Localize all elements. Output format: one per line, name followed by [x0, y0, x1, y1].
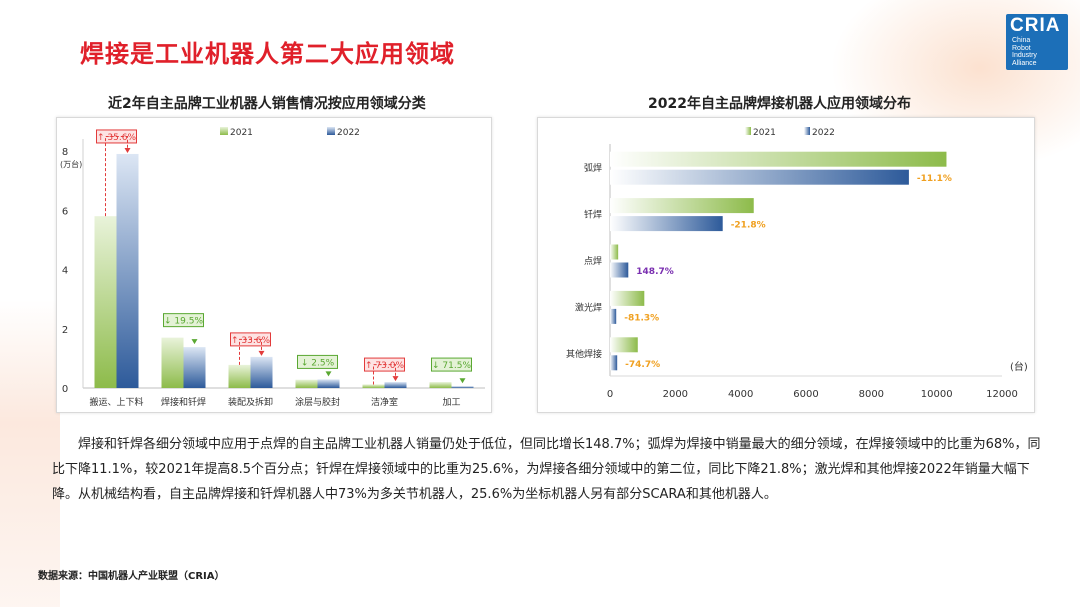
change-arrowhead — [325, 371, 332, 377]
right-chart-title: 2022年自主品牌焊接机器人应用领域分布 — [648, 96, 911, 112]
change-arrowhead — [124, 147, 131, 153]
category-label: 洁净室 — [371, 396, 398, 408]
bar-2022 — [384, 382, 407, 388]
change-label: ↓ 19.5% — [164, 317, 203, 327]
change-arrow — [373, 364, 396, 385]
x-tick-label: 10000 — [921, 389, 953, 400]
legend-swatch — [220, 127, 228, 135]
category-label: 其他焊接 — [566, 348, 602, 360]
y-tick-label: 2 — [62, 325, 68, 336]
bar-2022 — [116, 153, 139, 388]
bar-2021 — [94, 216, 117, 388]
legend-swatch — [327, 127, 335, 135]
change-label: ↓ 71.5% — [432, 361, 471, 371]
change-label: ↓ 2.5% — [301, 358, 335, 368]
x-tick-label: 2000 — [663, 389, 688, 400]
change-arrowhead — [258, 350, 265, 356]
legend-swatch — [804, 127, 810, 135]
logo-text: CRIA — [1010, 15, 1061, 36]
change-label: -81.3% — [624, 313, 659, 323]
bar-2021 — [610, 244, 619, 260]
x-tick-label: 0 — [607, 389, 613, 400]
change-label: ↑ 33.6% — [231, 336, 270, 346]
decorative-stamp-left — [0, 300, 60, 607]
change-label: 148.7% — [636, 267, 674, 277]
change-label: ↑ 73.0% — [365, 361, 404, 371]
x-axis-unit: (台) — [1010, 360, 1028, 373]
y-tick-label: 6 — [62, 206, 68, 217]
x-tick-label: 8000 — [859, 389, 884, 400]
category-label: 涂层与胶封 — [295, 396, 340, 408]
left-chart: 0 2 4 6 8(万台) 2021 2022 搬运、上下料 ↑ 35.6% 焊接和钎焊 ↓ 19.… — [60, 127, 485, 408]
bar-2022 — [610, 355, 618, 371]
change-badge — [163, 313, 204, 328]
y-axis-unit: (万台) — [60, 159, 82, 169]
change-label: ↑ 35.6% — [97, 133, 136, 143]
bar-2021 — [610, 198, 754, 214]
bar-2022 — [250, 356, 273, 388]
change-arrow — [239, 338, 262, 365]
change-label: -74.7% — [625, 360, 660, 370]
left-chart-title: 近2年自主品牌工业机器人销售情况按应用领域分类 — [108, 96, 426, 112]
y-tick-label: 8 — [62, 147, 68, 158]
bar-2021 — [295, 379, 318, 388]
bar-2021 — [228, 364, 251, 388]
change-arrowhead — [459, 378, 466, 384]
right-chart-panel: 0 2000 4000 6000 8000 10000 12000 (台) 2021 2022 弧焊… — [537, 117, 1035, 413]
y-tick-label: 0 — [62, 384, 68, 395]
right-chart: 0 2000 4000 6000 8000 10000 12000 (台) 2021 2022 弧焊… — [566, 127, 1028, 400]
x-tick-label: 12000 — [986, 389, 1018, 400]
left-chart-panel: 0 2 4 6 8 (万台) 2021 2022 搬运、上下料 ↑ 35.6% 焊接和钎焊 ↓ 19.… — [56, 117, 492, 413]
bar-2022 — [610, 216, 723, 232]
bar-2021 — [429, 382, 452, 388]
bar-2021 — [610, 151, 947, 167]
legend-label: 2021 — [230, 128, 253, 138]
change-arrow — [105, 135, 128, 217]
bar-2022 — [610, 262, 629, 278]
change-badge — [431, 357, 472, 372]
x-tick-label: 4000 — [728, 389, 753, 400]
bar-2021 — [610, 337, 638, 353]
category-label: 激光焊 — [575, 301, 602, 313]
bar-2022 — [183, 347, 206, 388]
category-label: 装配及拆卸 — [228, 396, 273, 408]
legend-label: 2022 — [337, 128, 360, 138]
change-badge — [297, 354, 338, 369]
logo-subtitle: China Robot Industry Alliance — [1012, 37, 1037, 67]
data-source: 数据来源：中国机器人产业联盟（CRIA） — [38, 571, 225, 582]
change-arrowhead — [191, 339, 198, 345]
page-title: 焊接是工业机器人第二大应用领域 — [80, 40, 455, 68]
category-label: 点焊 — [584, 255, 602, 267]
bar-2022 — [317, 379, 340, 388]
bar-2021 — [610, 290, 645, 306]
description-paragraph: 焊接和钎焊各细分领域中应用于点焊的自主品牌工业机器人销量仍处于低位，但同比增长1… — [52, 437, 1041, 502]
category-label: 焊接和钎焊 — [161, 396, 206, 408]
bar-2022 — [610, 308, 617, 324]
category-label: 弧焊 — [584, 162, 602, 174]
legend-label: 2022 — [812, 128, 835, 138]
legend-label: 2021 — [753, 128, 776, 138]
legend-swatch — [745, 127, 751, 135]
change-label: -11.1% — [917, 174, 952, 184]
category-label: 加工 — [442, 397, 460, 408]
bar-2021 — [161, 337, 184, 388]
y-tick-label: 4 — [62, 266, 68, 277]
category-label: 搬运、上下料 — [89, 396, 143, 408]
cria-logo: CRIA China Robot Industry Alliance — [1006, 14, 1068, 70]
change-arrowhead — [392, 376, 399, 382]
x-tick-label: 6000 — [793, 389, 818, 400]
bar-2022 — [451, 386, 474, 388]
change-label: -21.8% — [731, 221, 766, 231]
bar-2021 — [362, 384, 385, 388]
category-label: 钎焊 — [584, 209, 602, 221]
bar-2022 — [610, 169, 909, 185]
